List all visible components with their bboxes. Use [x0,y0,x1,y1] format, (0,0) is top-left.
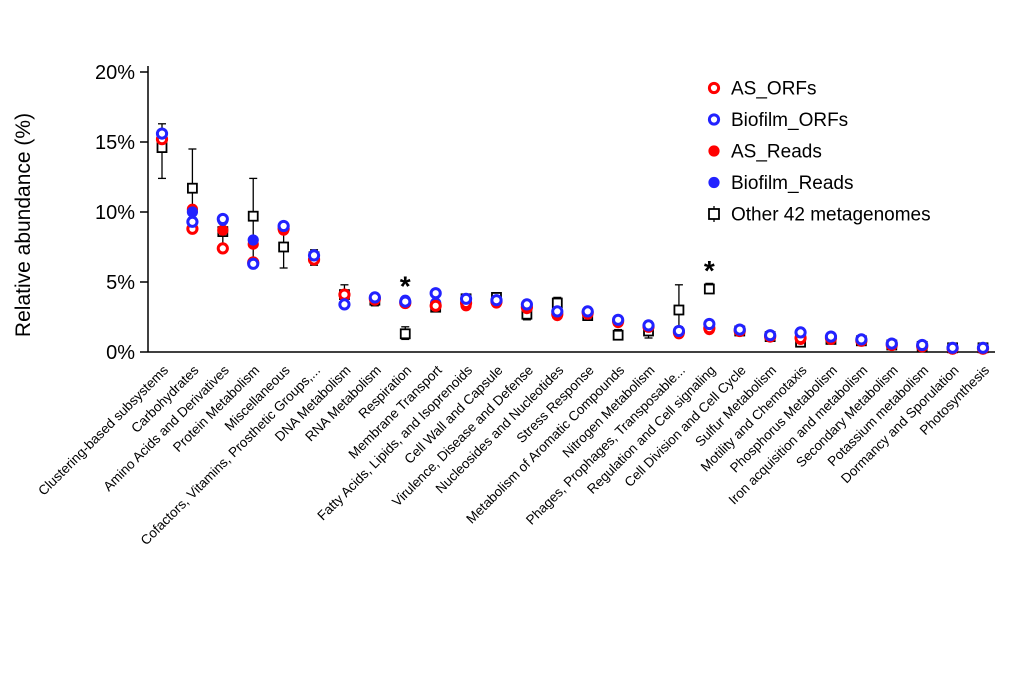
data-point-open-circle [429,299,442,312]
data-point-square [612,329,624,341]
series-Biofilm_ORFs [155,127,990,354]
legend-marker-filled-circle [708,176,720,189]
data-point-open-circle [307,249,321,262]
data-point-square [247,210,259,222]
y-axis-title: Relative abundance (%) [12,113,35,337]
data-point-open-circle [733,323,746,336]
legend-label: AS_ORFs [731,79,817,100]
y-axis-tick-label: 15% [95,132,135,154]
legend-item-Biofilm_Reads: Biofilm_Reads [708,173,854,194]
data-point-open-circle [277,219,290,233]
y-axis-tick-label: 20% [95,62,135,84]
data-point-open-circle [216,242,229,255]
significance-asterisk: * [704,255,715,286]
data-point-open-circle [429,287,442,300]
data-point-open-circle [824,330,838,343]
legend-item-Other 42 metagenomes: Other 42 metagenomes [708,205,931,226]
data-point-open-circle [247,257,260,270]
data-point-filled-circle [186,206,199,218]
data-point-open-circle [186,215,199,228]
data-point-square [278,241,290,253]
data-point-open-circle [976,341,990,354]
data-point-open-circle [946,341,959,354]
data-point-open-circle [338,298,351,311]
data-point-open-circle [155,127,169,140]
data-point-open-circle [551,305,564,318]
data-point-open-circle [794,326,807,339]
data-point-open-circle [764,329,777,342]
data-point-open-circle [520,298,533,311]
data-point-open-circle [216,212,229,226]
y-axis-tick-label: 0% [106,342,135,364]
data-point-open-circle [459,292,473,305]
data-point-filled-circle [247,234,259,246]
data-point-open-circle [642,319,655,332]
data-point-square [673,304,685,316]
significance-asterisk: * [400,271,411,302]
data-point-filled-circle [217,224,229,236]
legend-marker-open-circle [707,113,721,126]
y-axis-tick-label: 10% [95,202,135,224]
data-point-open-circle [855,333,868,346]
legend: AS_ORFs Biofilm_ORFs AS_Reads Biofilm_Reads… [707,79,931,226]
data-point-open-circle [916,338,929,352]
series-Other 42 metagenomes [156,123,989,354]
data-point-open-circle [885,337,898,350]
legend-marker-square [708,208,720,220]
data-point-open-circle [368,291,381,304]
data-point-square [187,182,198,194]
legend-item-AS_Reads: AS_Reads [708,142,822,163]
legend-label: Biofilm_Reads [731,173,854,194]
data-point-open-circle [338,288,351,301]
legend-label: AS_Reads [731,142,822,163]
legend-item-AS_ORFs: AS_ORFs [707,79,817,100]
legend-item-Biofilm_ORFs: Biofilm_ORFs [707,110,848,131]
y-axis-tick-label: 5% [106,272,135,294]
data-point-open-circle [672,324,686,338]
data-point-open-circle [399,295,412,308]
x-axis-category-label: Clustering-based subsystems [35,362,171,498]
data-point-open-circle [612,313,625,326]
legend-marker-open-circle [707,81,721,95]
legend-label: Other 42 metagenomes [731,205,931,226]
legend-marker-filled-circle [708,145,720,157]
data-point-open-circle [703,317,716,331]
data-point-open-circle [581,305,594,318]
data-point-open-circle [490,294,503,307]
data-point-square [399,328,411,340]
data-point-square [703,283,715,295]
series-Biofilm_Reads [156,128,989,354]
legend-label: Biofilm_ORFs [731,110,848,131]
